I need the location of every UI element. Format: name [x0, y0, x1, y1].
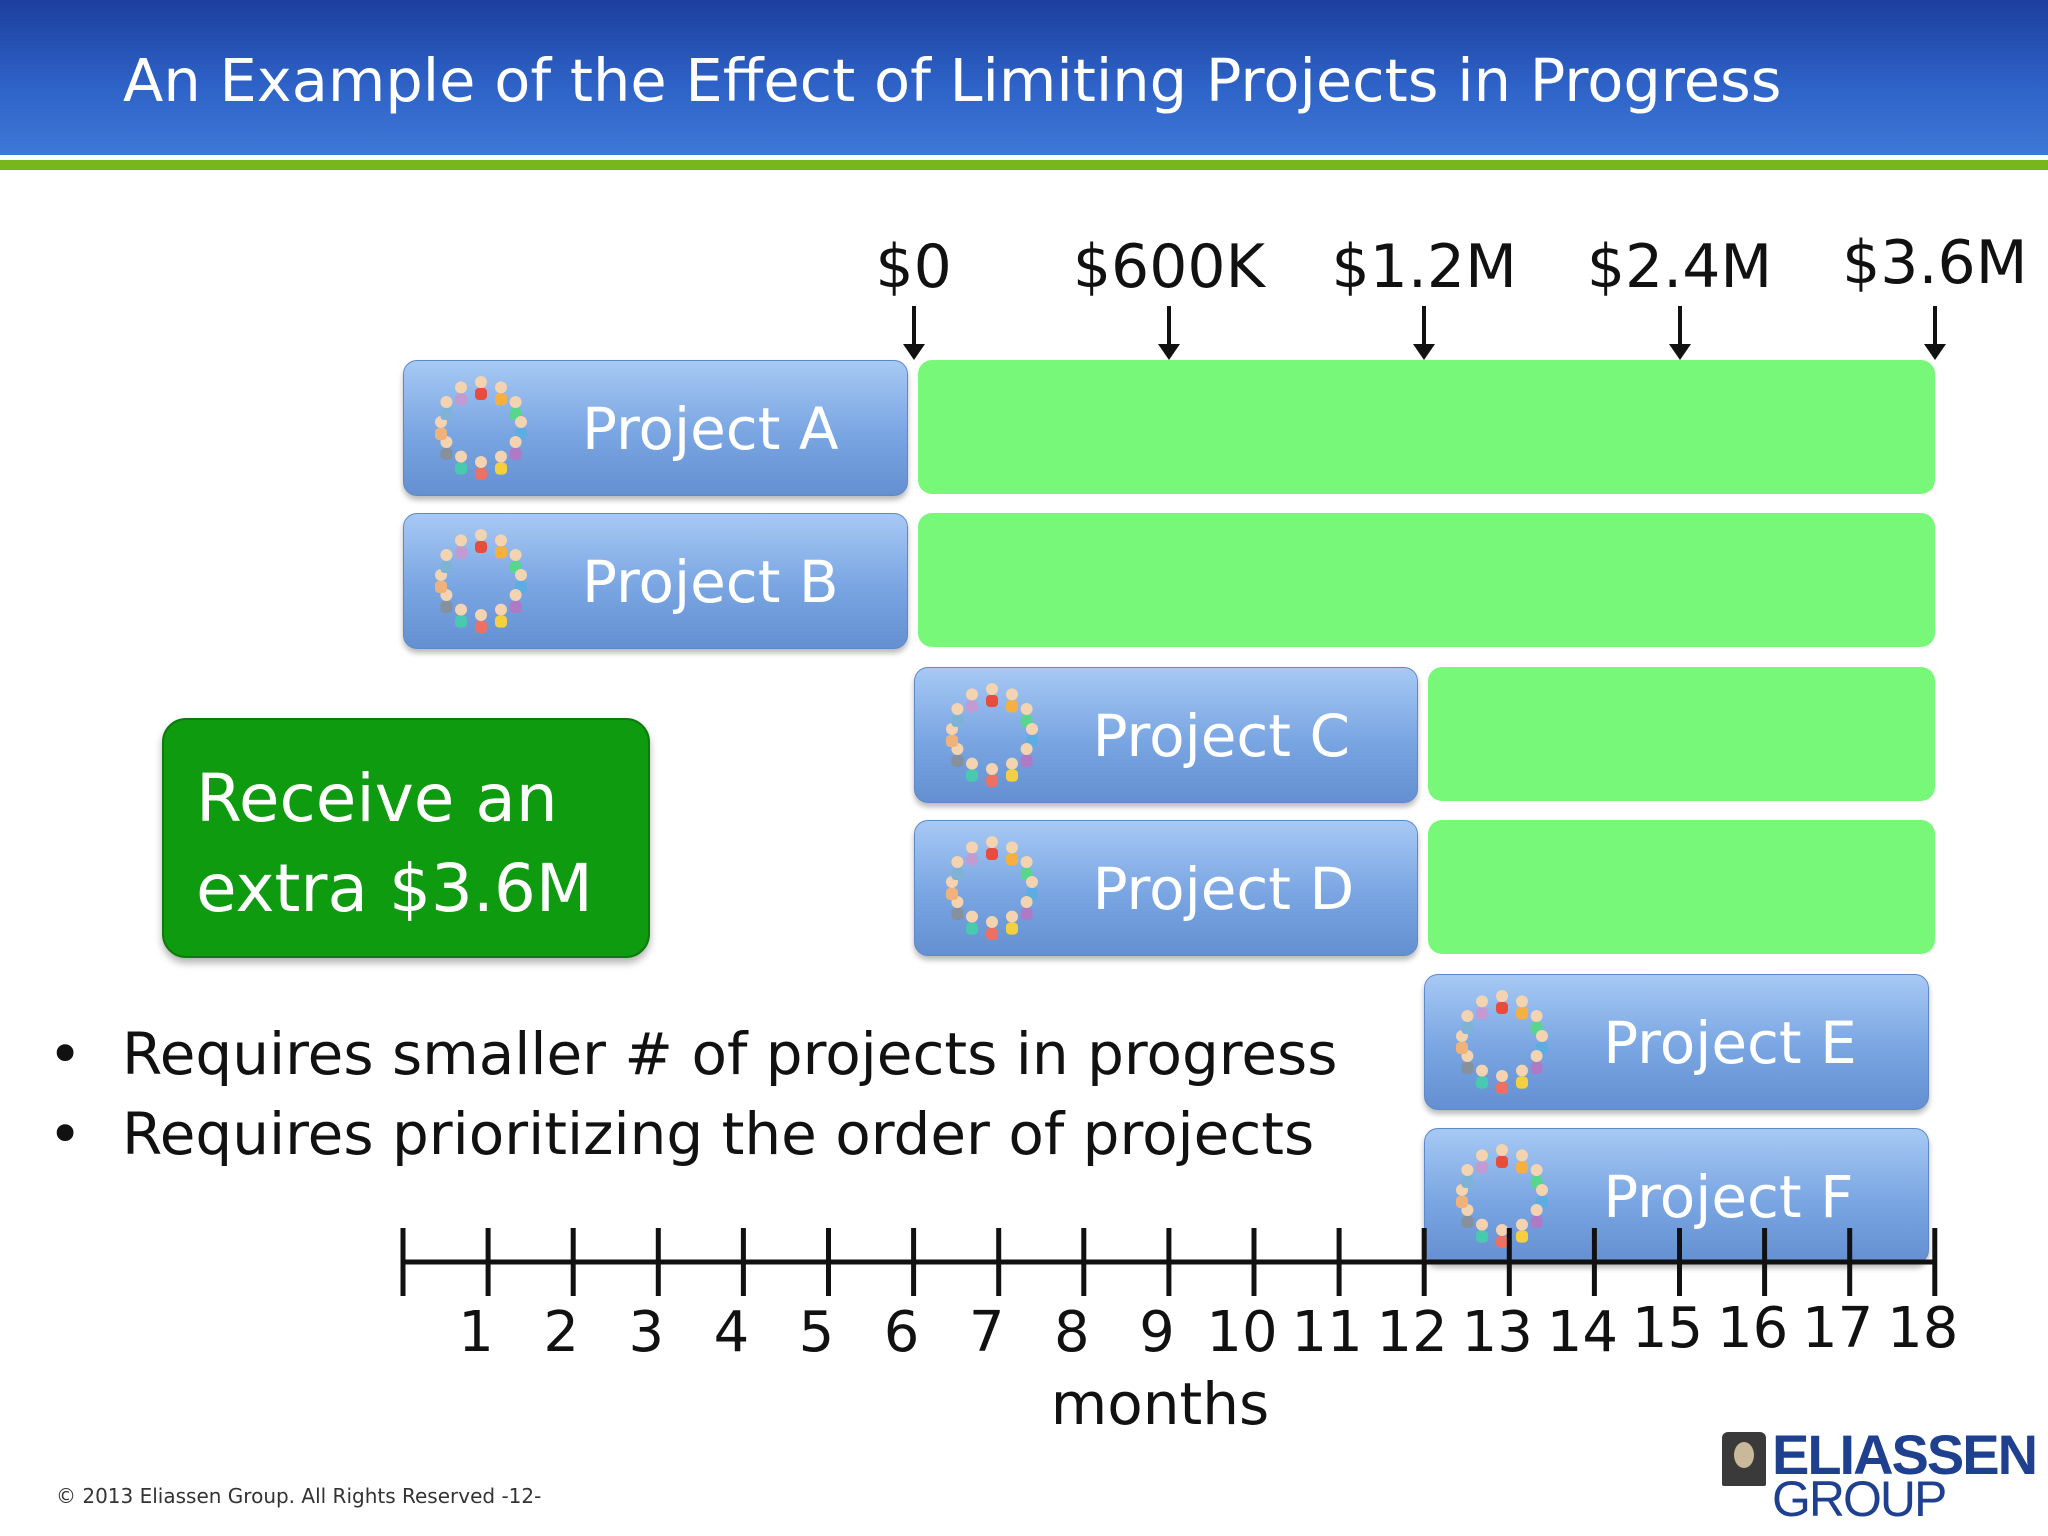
project-bar: Project E — [1424, 974, 1929, 1110]
month-tick-label: 3 — [628, 1300, 665, 1365]
team-icon — [426, 526, 536, 636]
company-logo: ELIASSEN GROUP — [1722, 1423, 2038, 1527]
project-label: Project E — [1603, 1009, 1857, 1077]
month-tick-label: 7 — [968, 1300, 1005, 1365]
month-tick-label: 5 — [798, 1300, 835, 1365]
month-tick-label: 14 — [1546, 1300, 1619, 1365]
value-marker-label: $2.4M — [1586, 232, 1773, 302]
bullet-dot-icon: • — [48, 1100, 83, 1168]
bullet-text: Requires prioritizing the order of proje… — [122, 1100, 1315, 1168]
callout-line-2: extra $3.6M — [196, 850, 593, 927]
axis-label-months: months — [1050, 1370, 1270, 1438]
team-icon — [937, 680, 1047, 790]
project-bar: Project C — [913, 667, 1419, 803]
month-tick-label: 16 — [1716, 1296, 1789, 1361]
value-bar — [917, 360, 1935, 494]
logo-portrait-icon — [1722, 1432, 1766, 1486]
team-icon — [426, 373, 536, 483]
month-tick-label: 6 — [883, 1300, 920, 1365]
month-tick-label: 9 — [1139, 1300, 1175, 1365]
project-bar: Project A — [403, 360, 908, 496]
value-bar — [1428, 667, 1935, 801]
copyright-footer: © 2013 Eliassen Group. All Rights Reserv… — [56, 1484, 542, 1508]
project-bar: Project D — [913, 820, 1419, 956]
team-icon — [937, 833, 1047, 943]
project-label: Project F — [1603, 1163, 1854, 1231]
month-tick-label: 1 — [458, 1300, 494, 1365]
month-tick-label: 10 — [1206, 1300, 1278, 1365]
month-tick-label: 8 — [1053, 1300, 1090, 1365]
project-label: Project B — [582, 548, 839, 616]
month-tick-label: 18 — [1887, 1296, 1959, 1361]
project-label: Project D — [1092, 855, 1355, 923]
team-icon — [1447, 1141, 1557, 1251]
logo-text-line-2: GROUP — [1772, 1471, 1947, 1527]
value-marker-label: $3.6M — [1842, 228, 2028, 298]
project-bar: Project B — [403, 513, 908, 649]
project-label: Project C — [1092, 702, 1350, 770]
month-tick-label: 4 — [713, 1300, 750, 1365]
slide-title: An Example of the Effect of Limiting Pro… — [123, 46, 1782, 115]
team-icon — [1447, 987, 1557, 1097]
project-label: Project A — [582, 395, 839, 463]
month-tick-label: 2 — [543, 1300, 580, 1365]
month-tick-label: 12 — [1376, 1300, 1448, 1365]
logo-text-line-1: ELIASSEN — [1772, 1423, 2038, 1486]
month-tick-label: 17 — [1802, 1296, 1874, 1361]
month-tick-label: 11 — [1291, 1300, 1363, 1365]
bullet-text: Requires smaller # of projects in progre… — [122, 1020, 1338, 1088]
value-marker-label: $1.2M — [1331, 232, 1517, 302]
value-bar — [1428, 820, 1935, 954]
header-bar — [0, 0, 2048, 155]
value-marker-label: $600K — [1072, 232, 1265, 302]
bullet-dot-icon: • — [48, 1020, 83, 1088]
callout-line-1: Receive an — [196, 760, 558, 837]
month-tick-label: 13 — [1461, 1300, 1533, 1365]
header-accent-line — [0, 160, 2048, 170]
value-marker-label: $0 — [875, 232, 952, 302]
value-bar — [917, 513, 1935, 647]
extra-revenue-callout: Receive an extra $3.6M — [162, 718, 650, 958]
month-tick-label: 15 — [1631, 1296, 1704, 1361]
